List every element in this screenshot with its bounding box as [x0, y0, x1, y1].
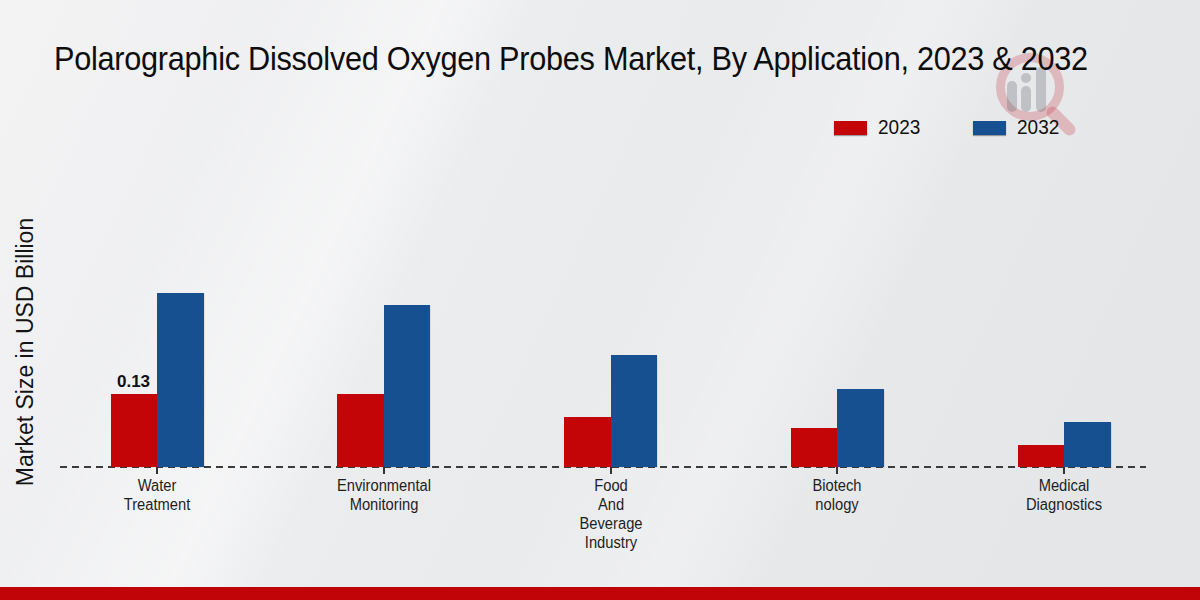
x-axis-tick-environmental-monitoring [383, 467, 385, 474]
bar-2023-medical-diagnostics [1018, 445, 1065, 467]
x-axis-tick-medical-diagnostics [1063, 467, 1065, 474]
legend: 2023 2032 [834, 116, 1061, 139]
legend-item-2032: 2032 [973, 116, 1062, 139]
category-label-medical-diagnostics: MedicalDiagnostics [986, 476, 1142, 514]
bar-2023-water-treatment [111, 394, 158, 467]
bar-value-label: 0.13 [104, 372, 164, 392]
category-label-biotechnology: Biotechnology [759, 476, 915, 514]
legend-swatch-2032 [973, 121, 1006, 135]
legend-item-2023: 2023 [834, 116, 923, 139]
x-axis-tick-biotechnology [836, 467, 838, 474]
plot-area: WaterTreatment EnvironmentalMonitoring Foo… [0, 0, 1200, 600]
category-label-food-and-beverage-industry: FoodAndBeverageIndustry [532, 476, 688, 552]
bar-2023-food-and-beverage-industry [564, 417, 611, 467]
category-label-water-treatment: WaterTreatment [79, 476, 235, 514]
bar-2032-medical-diagnostics [1064, 422, 1111, 467]
legend-swatch-2023 [834, 121, 867, 135]
chart-title: Polarographic Dissolved Oxygen Probes Ma… [54, 40, 1088, 78]
category-label-environmental-monitoring: EnvironmentalMonitoring [305, 476, 461, 514]
bar-2032-environmental-monitoring [384, 305, 431, 467]
chart-canvas: Polarographic Dissolved Oxygen Probes Ma… [0, 0, 1200, 600]
x-axis-tick-food-and-beverage-industry [610, 467, 612, 474]
legend-label-2023: 2023 [878, 116, 920, 139]
bar-2023-biotechnology [791, 428, 838, 467]
bar-2032-food-and-beverage-industry [611, 355, 658, 467]
bar-2032-biotechnology [837, 389, 884, 467]
legend-label-2032: 2032 [1017, 116, 1059, 139]
bar-2032-water-treatment [157, 293, 204, 467]
x-axis-tick-water-treatment [156, 467, 158, 474]
bar-2023-environmental-monitoring [337, 394, 384, 467]
